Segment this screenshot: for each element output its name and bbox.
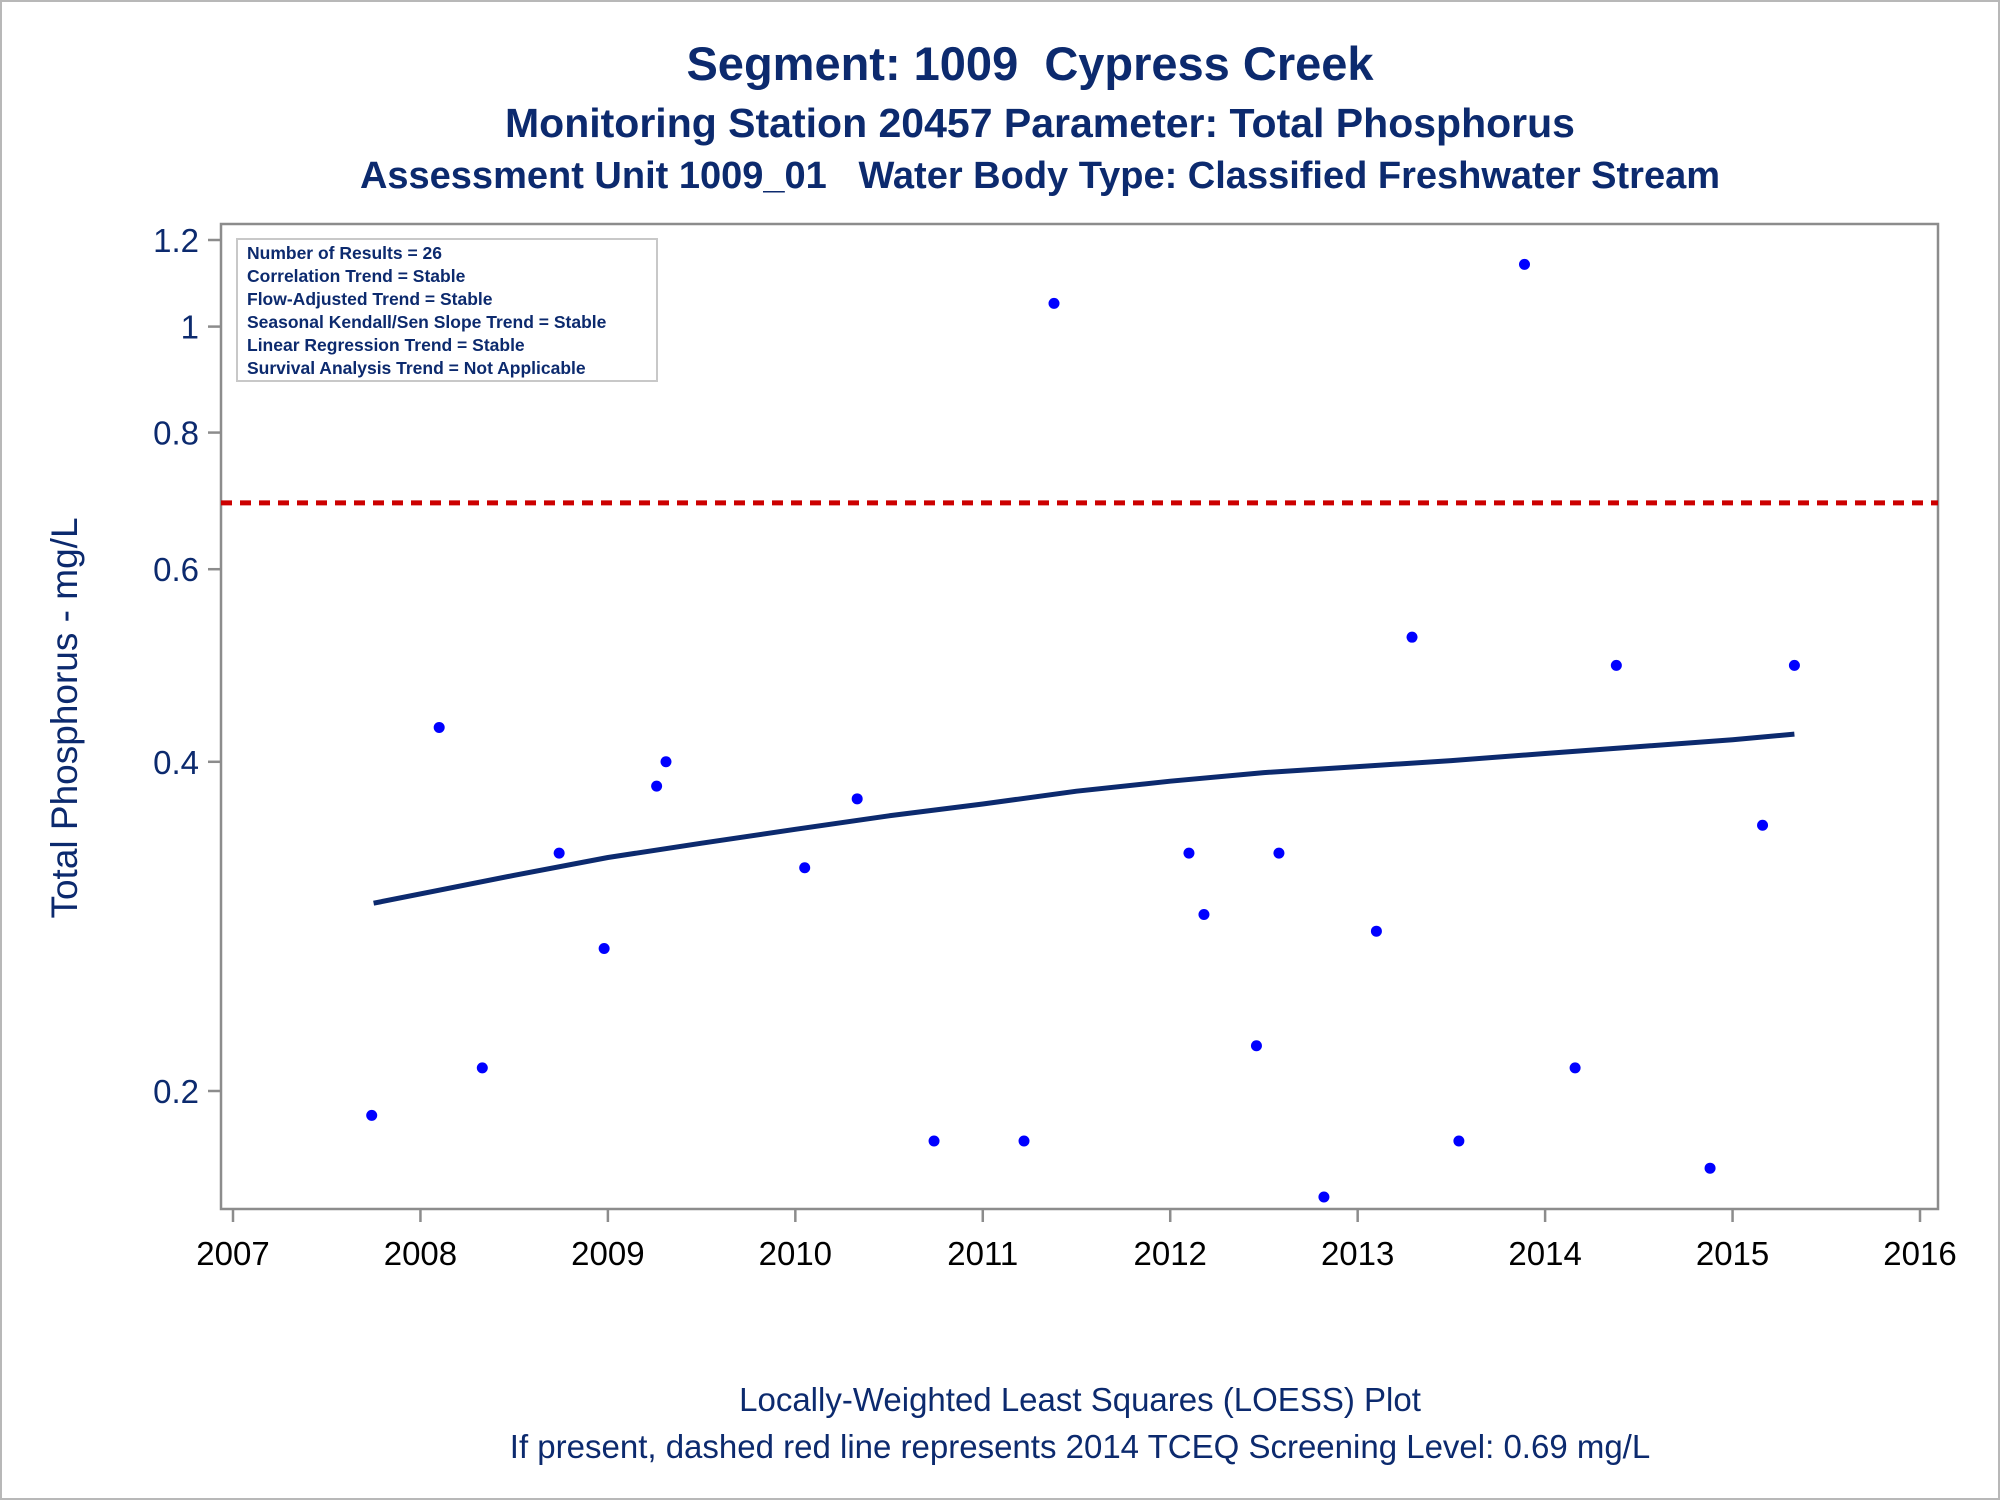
data-point-20 xyxy=(1453,1135,1465,1147)
data-point-24 xyxy=(1704,1162,1716,1174)
footnote-screening-level: If present, dashed red line represents 2… xyxy=(509,1428,1651,1465)
stats-box-line-4: Seasonal Kendall/Sen Slope Trend = Stabl… xyxy=(247,312,607,332)
data-point-9 xyxy=(851,793,863,805)
data-point-16 xyxy=(1273,847,1285,859)
x-tick-label: 2012 xyxy=(1134,1235,1207,1272)
chart-title: Segment: 1009 Cypress Creek xyxy=(686,37,1374,90)
stats-box-line-5: Linear Regression Trend = Stable xyxy=(247,335,525,355)
x-tick-label: 2008 xyxy=(384,1235,457,1272)
x-tick-label: 2014 xyxy=(1508,1235,1581,1272)
data-point-23 xyxy=(1610,659,1622,671)
stats-box xyxy=(236,238,658,382)
x-tick-label: 2015 xyxy=(1696,1235,1769,1272)
data-point-6 xyxy=(651,780,663,792)
data-point-11 xyxy=(1018,1135,1030,1147)
y-tick-label: 0.8 xyxy=(153,415,199,452)
data-point-4 xyxy=(553,847,565,859)
plot-area-frame xyxy=(219,222,1940,1211)
data-point-5 xyxy=(598,942,610,954)
x-tick-label: 2009 xyxy=(571,1235,644,1272)
y-tick-label: 0.4 xyxy=(153,744,199,781)
x-tick-label: 2007 xyxy=(196,1235,269,1272)
y-tick-label: 1.2 xyxy=(153,222,199,259)
data-point-2 xyxy=(433,721,445,733)
data-point-18 xyxy=(1370,925,1382,937)
x-tick-label: 2016 xyxy=(1883,1235,1956,1272)
chart-subtitle-assessment-unit: Assessment Unit 1009_01 Water Body Type:… xyxy=(359,155,1721,197)
data-point-17 xyxy=(1318,1191,1330,1203)
data-point-14 xyxy=(1198,909,1210,921)
loess-trend-line xyxy=(373,731,1795,906)
data-point-19 xyxy=(1406,631,1418,643)
stats-box-line-6: Survival Analysis Trend = Not Applicable xyxy=(247,358,586,378)
data-point-25 xyxy=(1757,819,1769,831)
data-point-22 xyxy=(1569,1062,1581,1074)
x-tick-label: 2011 xyxy=(947,1235,1018,1272)
y-axis-label: Total Phosphorus - mg/L xyxy=(44,517,85,918)
data-point-8 xyxy=(799,862,811,874)
x-tick-label: 2013 xyxy=(1321,1235,1394,1272)
data-point-10 xyxy=(928,1135,940,1147)
data-point-12 xyxy=(1048,297,1060,309)
data-point-13 xyxy=(1183,847,1195,859)
x-tick-label: 2010 xyxy=(759,1235,832,1272)
stats-box-line-1: Number of Results = 26 xyxy=(247,243,442,263)
y-tick-label: 0.2 xyxy=(153,1073,199,1110)
stats-box-line-2: Correlation Trend = Stable xyxy=(247,266,466,286)
y-tick-label: 0.6 xyxy=(153,551,199,588)
chart-subtitle-station: Monitoring Station 20457 Parameter: Tota… xyxy=(505,100,1575,146)
data-point-21 xyxy=(1518,258,1530,270)
data-point-26 xyxy=(1788,659,1800,671)
data-point-3 xyxy=(476,1062,488,1074)
stats-box-line-3: Flow-Adjusted Trend = Stable xyxy=(247,289,493,309)
y-tick-label: 1 xyxy=(181,309,199,346)
data-point-15 xyxy=(1250,1040,1262,1052)
data-point-7 xyxy=(660,756,672,768)
footnote-loess: Locally-Weighted Least Squares (LOESS) P… xyxy=(739,1381,1421,1418)
data-point-1 xyxy=(366,1109,378,1121)
